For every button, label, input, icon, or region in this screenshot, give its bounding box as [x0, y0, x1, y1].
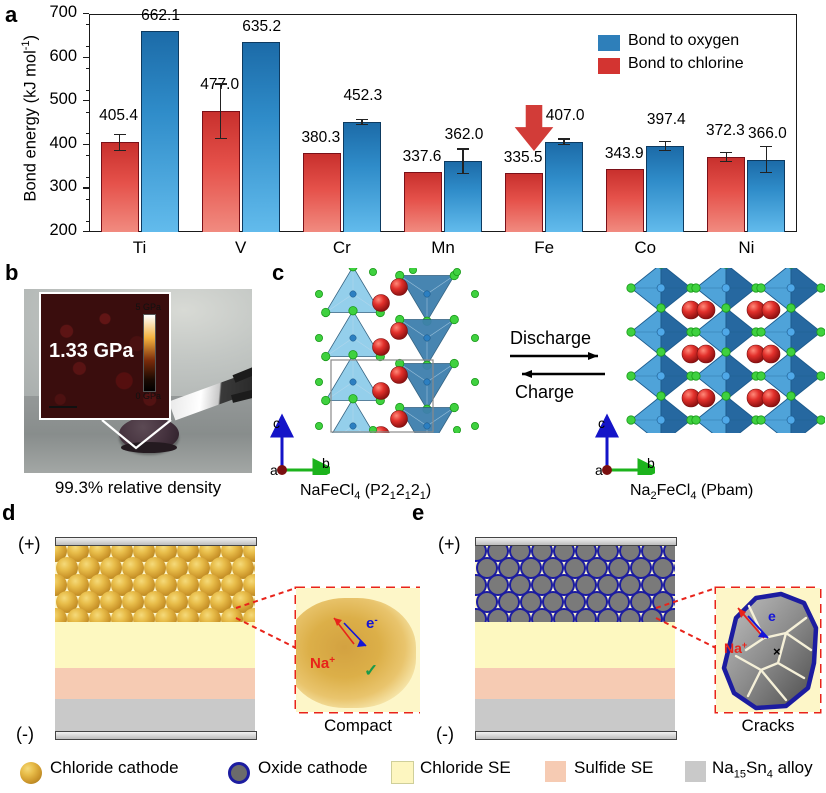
svg-text:b: b [647, 455, 655, 471]
svg-text:e: e [768, 608, 776, 624]
svg-text:e-: e- [366, 615, 378, 633]
svg-text:Na+: Na+ [310, 655, 335, 673]
svg-text:b: b [322, 455, 330, 471]
svg-text:a: a [270, 462, 278, 475]
svg-text:×: × [773, 644, 781, 659]
svg-text:a: a [595, 462, 603, 475]
svg-text:c: c [598, 415, 605, 431]
svg-text:c: c [273, 415, 280, 431]
svg-text:✓: ✓ [364, 661, 378, 680]
